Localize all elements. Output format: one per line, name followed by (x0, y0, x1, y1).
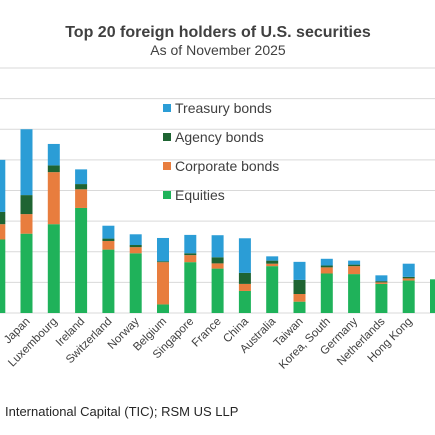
bar-corporate-bonds (375, 282, 388, 284)
bar-corporate-bonds (157, 262, 169, 305)
bar-equities (375, 283, 388, 313)
bar-treasury-bonds (266, 256, 279, 261)
bar-agency-bonds (129, 245, 142, 248)
bar-agency-bonds (75, 184, 88, 190)
bar-treasury-bonds (211, 235, 224, 258)
x-axis-labels: JapanLuxembourgIrelandSwitzerlandNorwayB… (2, 315, 415, 371)
bar-equities (157, 304, 169, 313)
bar-corporate-bonds (184, 255, 197, 263)
bar-equities (75, 207, 88, 313)
bar-treasury-bonds (348, 260, 361, 265)
bar-corporate-bonds (20, 214, 33, 234)
bar-equities (129, 253, 142, 313)
bar-agency-bonds (402, 276, 415, 279)
bar-treasury-bonds (238, 238, 251, 273)
bar-treasury-bonds (102, 225, 115, 239)
bar-agency-bonds (293, 279, 306, 295)
bar-equities (47, 224, 60, 313)
bar-equities (266, 266, 279, 313)
bar-equities (102, 249, 115, 313)
bar-corporate-bonds (75, 189, 88, 208)
bar-agency-bonds (184, 253, 197, 256)
bar-agency-bonds (157, 261, 169, 263)
bar-corporate-bonds (320, 267, 333, 274)
bar-agency-bonds (211, 257, 224, 264)
bar-corporate-bonds (293, 294, 306, 302)
bar-agency-bonds (375, 281, 388, 283)
bar-agency-bonds (348, 264, 361, 267)
bar-equities (320, 273, 333, 313)
bar-agency-bonds (102, 238, 115, 242)
source-note: International Capital (TIC); RSM US LLP (5, 404, 238, 419)
bar-corporate-bonds (211, 263, 224, 269)
bar-corporate-bonds (129, 247, 142, 254)
legend: Treasury bonds Agency bonds Corporate bond… (163, 100, 279, 203)
bar-agency-bonds (320, 265, 333, 268)
bar-equities (402, 280, 415, 313)
bar-treasury-bonds (375, 275, 388, 282)
bar-equities (348, 274, 361, 313)
legend-label: Agency bonds (175, 129, 264, 145)
bar-treasury-bonds (47, 143, 60, 166)
chart-subtitle: As of November 2025 (150, 42, 286, 58)
bar-corporate-bonds (102, 241, 115, 250)
legend-swatch (163, 191, 171, 199)
bar-equities (20, 233, 33, 313)
offscreen-bar-fragments (0, 159, 435, 313)
bar-agency-bonds (20, 195, 33, 215)
legend-swatch (163, 162, 171, 170)
bar-corporate-bonds (238, 283, 251, 291)
bar-corporate-bonds (47, 172, 60, 225)
x-tick-label: Luxembourg (6, 316, 60, 370)
bar-treasury-bonds (184, 234, 197, 254)
bar-treasury-bonds (20, 129, 33, 196)
legend-label: Equities (175, 187, 225, 203)
bar-equities (238, 290, 251, 313)
bar-treasury-bonds (293, 261, 306, 280)
bar-treasury-bonds (402, 263, 415, 277)
bar-equities (184, 262, 197, 313)
gridlines (0, 67, 435, 314)
x-tick-label: France (190, 316, 224, 350)
bar-fragment (0, 159, 6, 212)
legend-label: Treasury bonds (175, 100, 272, 116)
chart-title: Top 20 foreign holders of U.S. securitie… (65, 24, 371, 41)
bar-agency-bonds (238, 272, 251, 284)
bar-fragment (0, 211, 6, 225)
legend-label: Corporate bonds (175, 158, 279, 174)
bar-agency-bonds (47, 165, 60, 173)
bar-fragment (0, 239, 6, 313)
bar-fragment (0, 224, 6, 240)
bars (20, 129, 415, 313)
bar-corporate-bonds (348, 266, 361, 275)
bar-treasury-bonds (75, 169, 88, 185)
bar-corporate-bonds (402, 278, 415, 281)
bar-equities (293, 301, 306, 313)
legend-swatch (163, 104, 171, 112)
bar-treasury-bonds (157, 237, 169, 262)
bar-treasury-bonds (129, 234, 142, 246)
legend-swatch (163, 133, 171, 141)
bar-fragment (430, 279, 435, 313)
bar-corporate-bonds (266, 263, 279, 267)
bar-treasury-bonds (320, 258, 333, 266)
bar-agency-bonds (266, 260, 279, 264)
bar-equities (211, 268, 224, 313)
